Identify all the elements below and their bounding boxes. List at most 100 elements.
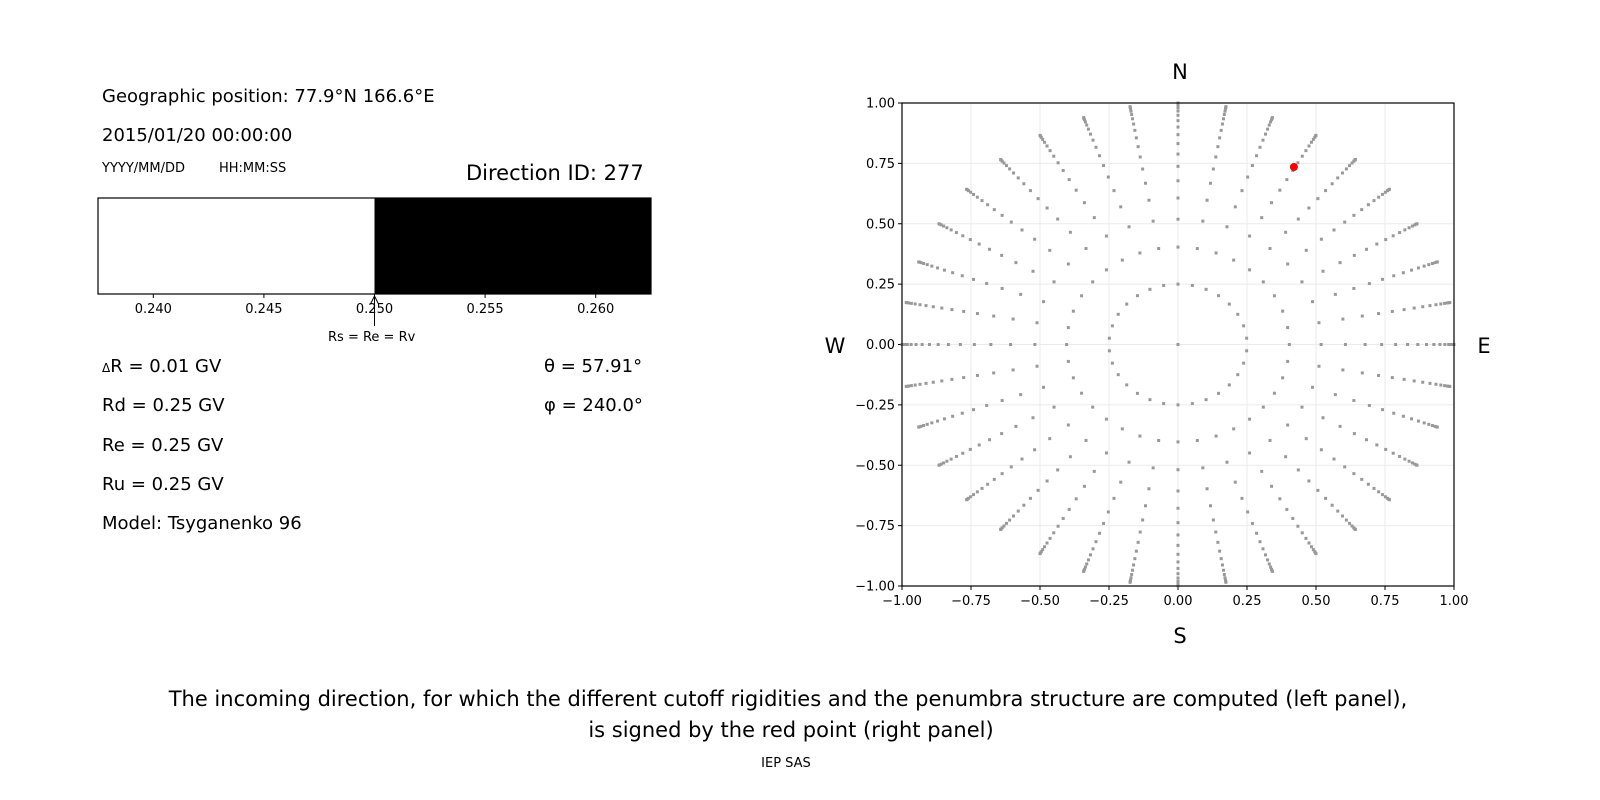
direction-point [1412,306,1416,310]
direction-point [1009,343,1013,346]
direction-point [1377,373,1381,377]
direction-point [1002,524,1006,528]
y-tick-label: −0.75 [855,519,895,534]
direction-point [1360,208,1364,212]
direction-point [1147,487,1151,491]
direction-point [1445,301,1449,305]
direction-point [1107,349,1111,353]
direction-point [925,422,929,426]
direction-point [1443,301,1447,305]
direction-point [1135,294,1139,298]
direction-point [1377,195,1381,199]
direction-point [1019,292,1023,296]
direction-point [1270,116,1274,120]
direction-point [1205,487,1209,491]
arrow-label: Rs = Re = Rv [328,330,416,345]
y-tick-label: 0.25 [866,278,895,293]
direction-point [1439,302,1443,306]
direction-point [907,301,911,305]
direction-point [1214,155,1218,159]
direction-point [1260,469,1264,473]
rd-value: Rd = 0.25 GV [102,395,225,416]
direction-point [954,454,958,458]
direction-point [1176,245,1180,249]
direction-point [1066,423,1070,427]
direction-point [1248,417,1252,421]
direction-point [1061,516,1065,520]
direction-point [1316,488,1320,492]
direction-point [1266,558,1270,562]
direction-point [972,343,976,346]
direction-point [1176,282,1180,286]
direction-point [1350,524,1354,528]
direction-point [1011,317,1015,321]
direction-point [1307,541,1311,545]
direction-point [1104,234,1108,238]
direction-point [1218,136,1222,140]
direction-point [975,312,979,316]
direction-point [1352,213,1356,217]
direction-point [1311,385,1315,389]
direction-point [1344,518,1348,522]
direction-point [1384,238,1388,242]
direction-point [962,376,966,380]
direction-point [1270,201,1274,205]
direction-point [1097,531,1101,535]
y-tick-label: 0.75 [866,157,895,172]
direction-point [949,228,953,232]
x-tick-label: 0.75 [1371,594,1400,609]
direction-point [1377,312,1381,316]
direction-point [1227,383,1231,387]
x-tick-label: −1.00 [882,594,922,609]
direction-point [1176,113,1180,117]
geo-position: Geographic position: 77.9°N 166.6°E [102,86,435,107]
direction-point [1340,514,1344,518]
direction-point [1246,175,1250,179]
direction-point [1151,466,1155,470]
direction-point [1176,506,1180,510]
direction-point [1176,133,1180,137]
direction-point [1267,123,1271,127]
direction-point [1432,343,1436,346]
direction-point [1083,565,1087,569]
direction-point [1082,201,1086,205]
direction-point [918,382,922,386]
direction-point [1128,580,1132,584]
direction-point [1272,391,1276,395]
direction-point [1383,495,1387,499]
direction-point [1402,308,1406,312]
y-tick-label: 0.00 [866,338,895,353]
direction-point [1176,552,1180,556]
direction-point [1052,280,1056,284]
model: Model: Tsyganenko 96 [102,513,302,534]
direction-point [1028,189,1032,193]
direction-point [1413,223,1417,227]
direction-point [1011,368,1015,372]
direction-point [1130,572,1134,576]
direction-point [919,424,923,428]
direction-point [1056,161,1060,165]
direction-point [1045,144,1049,148]
direction-point [1250,521,1254,525]
direction-point [918,303,922,307]
penumbra-segment [98,198,375,294]
direction-point [1147,198,1151,202]
direction-point [1390,376,1394,380]
direction-point [1375,443,1379,447]
direction-point [1352,286,1356,290]
direction-point [1233,480,1237,484]
direction-point [1080,391,1084,395]
direction-point [1041,385,1045,389]
ru-value: Ru = 0.25 GV [102,474,224,495]
direction-point [1119,205,1123,209]
direction-point [945,459,949,463]
direction-point [1138,530,1142,534]
direction-point [1291,516,1295,520]
direction-point [1201,466,1205,470]
direction-point [1319,343,1323,346]
direction-point [1190,402,1194,406]
direction-point [1222,113,1226,117]
direction-point [1176,489,1180,493]
direction-point [1071,309,1075,313]
direction-point [1224,105,1228,109]
